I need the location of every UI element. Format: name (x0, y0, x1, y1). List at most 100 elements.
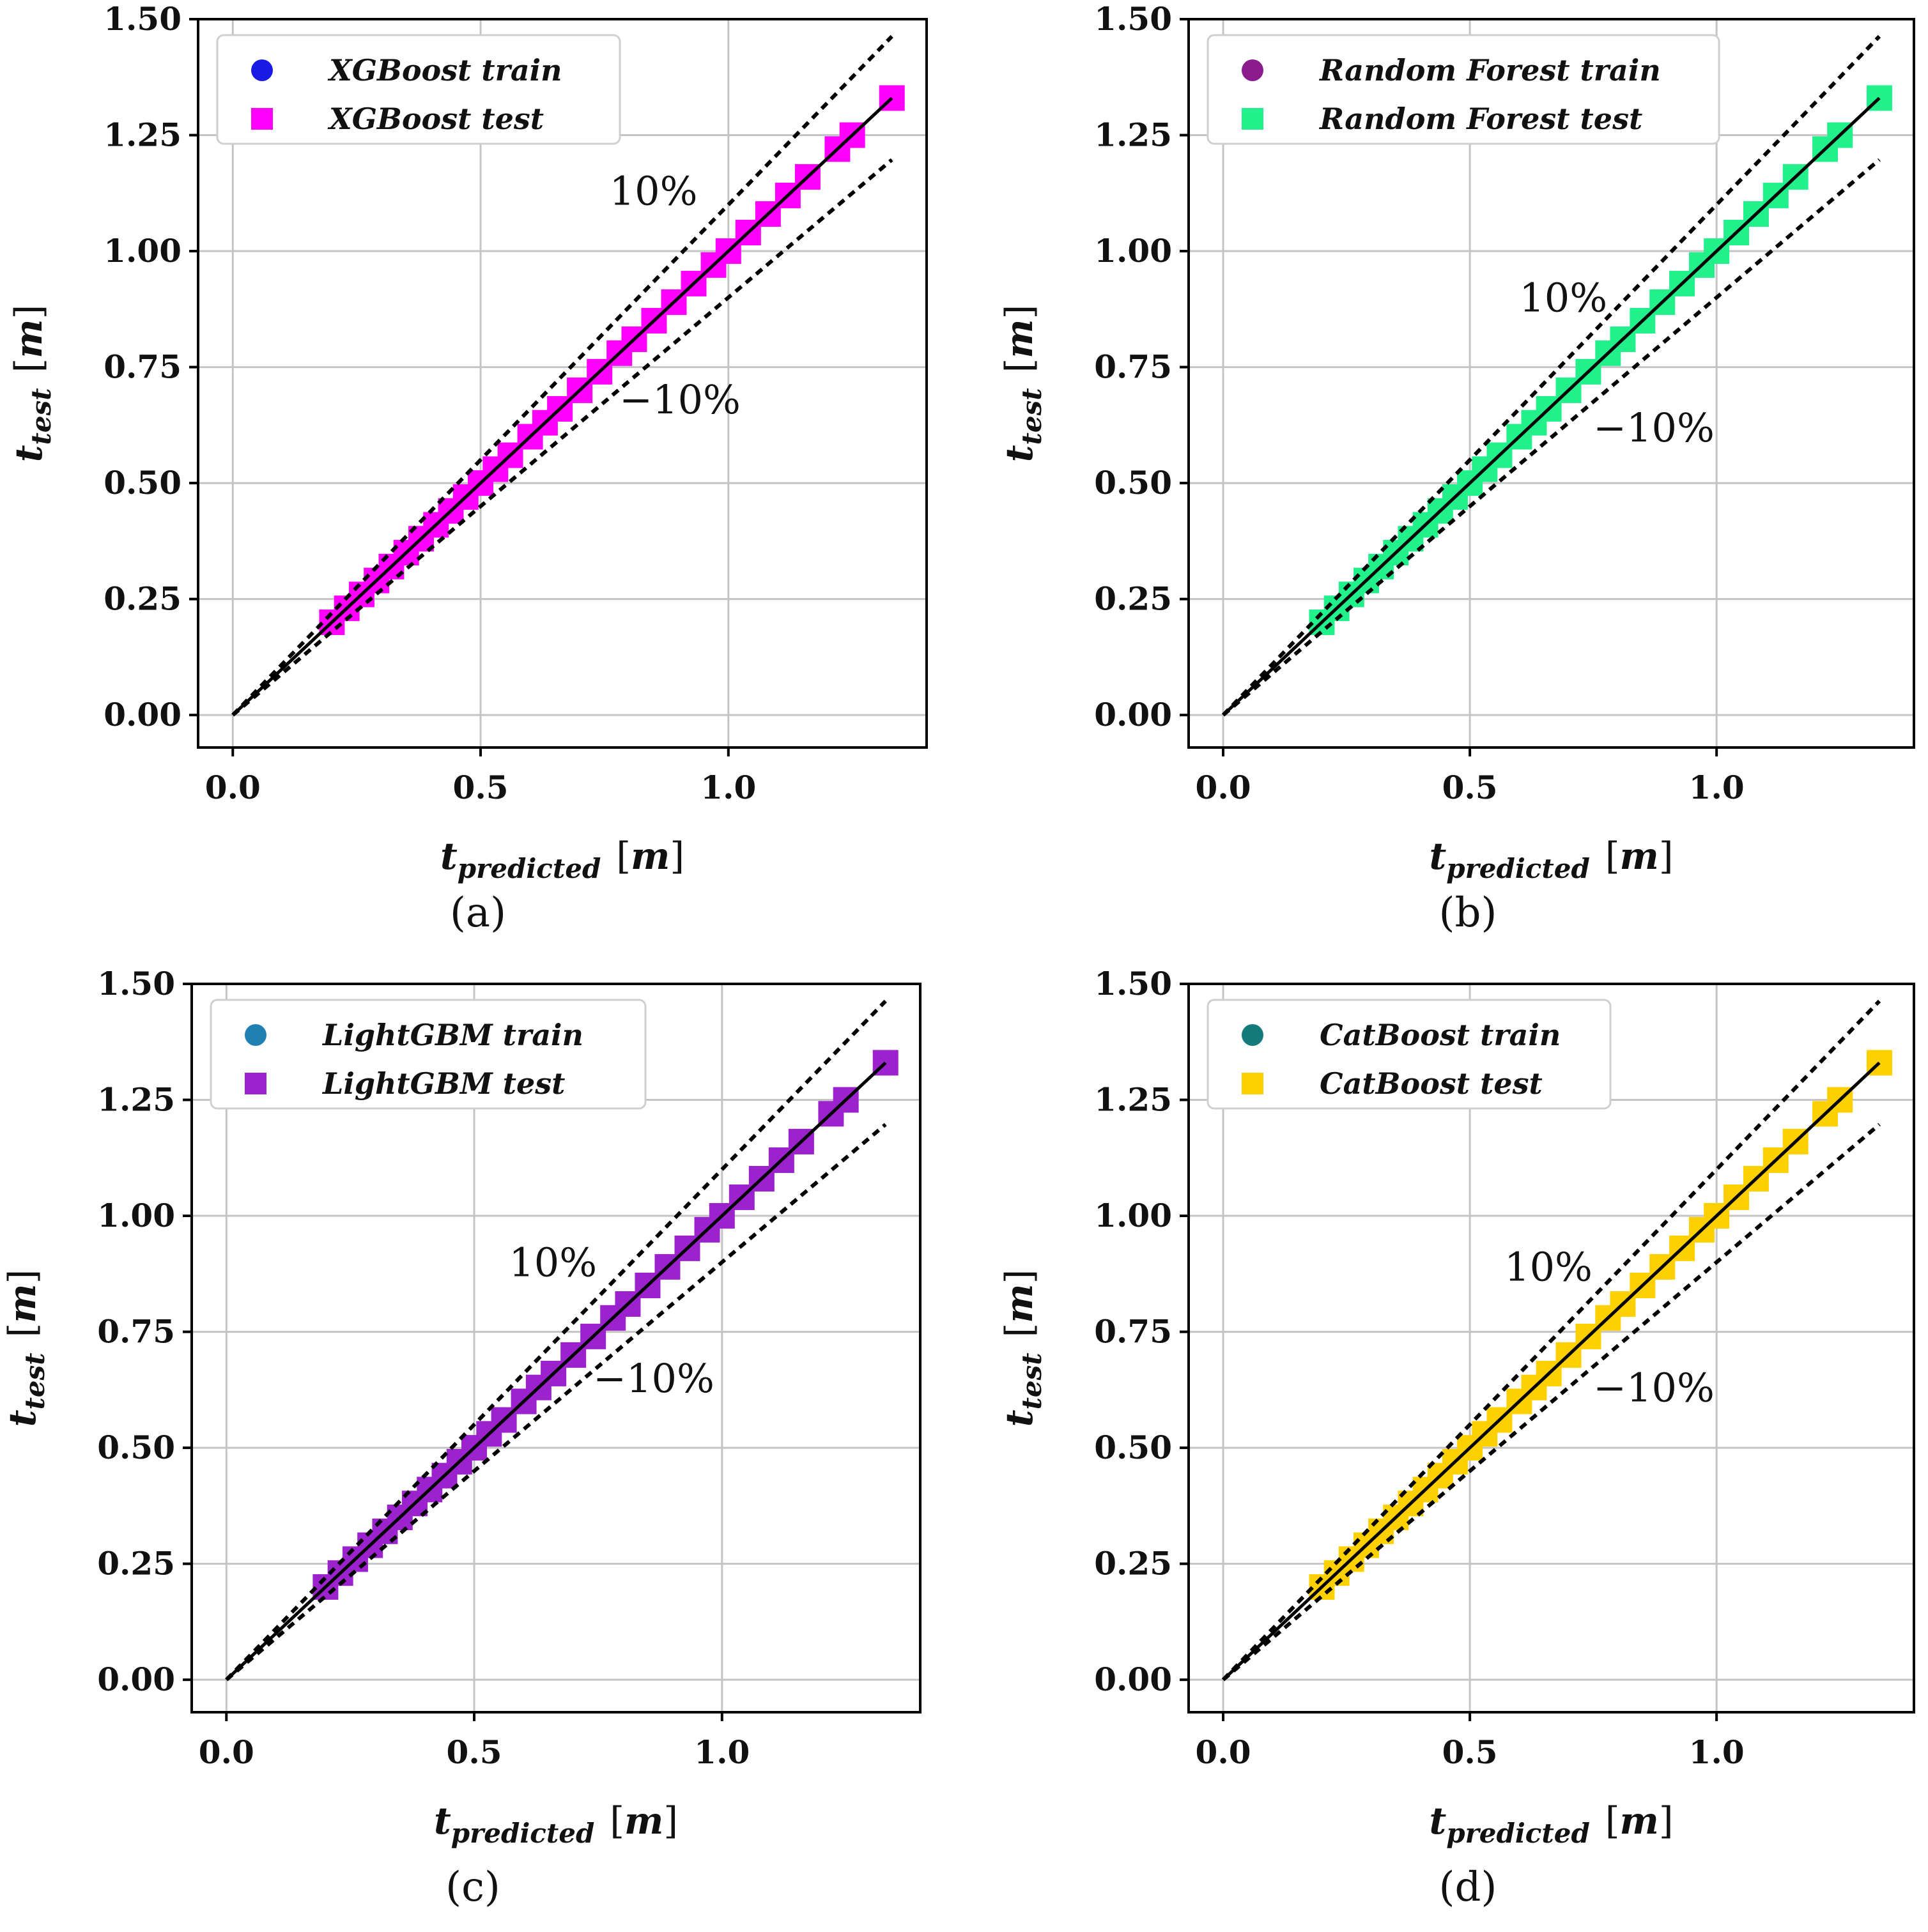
legend-marker-circle (251, 59, 273, 81)
y-tick-label: 0.75 (1094, 348, 1172, 386)
legend-label: Random Forest test (1318, 102, 1642, 136)
legend-label: CatBoost train (1320, 1018, 1561, 1052)
legend-marker-square (1242, 1073, 1263, 1094)
identity-line (225, 1061, 887, 1681)
x-tick-label: 1.0 (1689, 769, 1745, 806)
y-tick-label: 0.50 (1094, 464, 1172, 502)
x-tick-label: 0.0 (199, 1733, 254, 1771)
axes-frame (1187, 983, 1915, 1713)
legend: LightGBM train LightGBM test (210, 999, 647, 1110)
y-tick-label: 1.00 (1094, 232, 1172, 270)
plot-area (231, 34, 905, 717)
y-tick-label: 1.25 (97, 1081, 175, 1119)
annotation-minus-10: −10% (593, 1355, 714, 1402)
minus-10-percent-line (225, 1123, 887, 1682)
annotation-plus-10: 10% (1519, 274, 1607, 321)
legend-marker-square (251, 108, 273, 130)
minus-10-percent-line (1222, 158, 1881, 717)
annotation-minus-10: −10% (619, 376, 741, 423)
x-tick-label: 0.0 (1196, 1733, 1251, 1771)
x-axis-label: tpredicted [m] (1429, 834, 1673, 884)
plot-area (1221, 34, 1892, 717)
legend-marker-circle (1242, 1024, 1263, 1046)
y-tick-label: 0.75 (97, 1313, 175, 1351)
x-tick-label: 0.5 (1442, 769, 1498, 806)
y-tick-label: 1.00 (97, 1197, 175, 1234)
x-tick-label: 0.5 (453, 769, 509, 806)
x-tick-label: 1.0 (700, 769, 756, 806)
minus-10-percent-line (1222, 1123, 1881, 1682)
legend-marker-square (245, 1073, 266, 1094)
legend-label: CatBoost test (1320, 1066, 1543, 1101)
plus-10-percent-line (231, 34, 893, 717)
identity-line (1222, 1061, 1881, 1681)
x-tick-label: 0.5 (447, 1733, 502, 1771)
legend-box (1207, 999, 1612, 1110)
y-tick-label: 0.75 (104, 348, 181, 386)
y-tick-label: 1.50 (104, 0, 181, 38)
plus-10-percent-line (225, 999, 887, 1682)
legend-marker-circle (1242, 59, 1263, 81)
annotation-plus-10: 10% (509, 1239, 597, 1285)
axes-frame (197, 18, 928, 749)
annotation-minus-10: −10% (1593, 1365, 1715, 1411)
minus-10-percent-line (231, 158, 893, 717)
y-tick-label: 0.00 (1094, 696, 1172, 733)
y-tick-label: 1.00 (104, 232, 181, 270)
y-axis-label: ttest[m] (998, 1269, 1047, 1427)
plot-area (225, 999, 898, 1682)
legend-box (210, 999, 647, 1110)
x-tick-label: 1.0 (694, 1733, 750, 1771)
x-tick-label: 1.0 (1689, 1733, 1745, 1771)
legend-marker-square (1242, 108, 1263, 130)
plus-10-percent-line (1221, 34, 1881, 717)
panel-caption: (d) (1439, 1864, 1497, 1911)
y-tick-label: 1.50 (1094, 0, 1172, 38)
y-tick-label: 0.00 (97, 1660, 175, 1698)
legend-label: LightGBM test (321, 1066, 565, 1101)
plot-area (1221, 999, 1892, 1682)
y-tick-label: 1.50 (97, 965, 175, 1002)
y-tick-label: 0.00 (1094, 1660, 1172, 1698)
panel-caption: (a) (450, 889, 506, 937)
legend-marker-circle (245, 1024, 266, 1046)
x-tick-label: 0.0 (1196, 769, 1251, 806)
panel-c: 10% −10% 0.0 0.5 1.0 0.00 0.25 0.50 0.75 1.00 1.25… (1, 965, 922, 1911)
x-tick-label: 0.0 (205, 769, 261, 806)
y-tick-label: 0.50 (1094, 1429, 1172, 1466)
annotation-minus-10: −10% (1593, 404, 1715, 451)
y-tick-label: 0.25 (1094, 1545, 1172, 1583)
x-axis-label: tpredicted [m] (440, 834, 684, 884)
y-tick-label: 1.25 (1094, 1081, 1172, 1119)
legend-label: XGBoost test (327, 102, 544, 136)
y-axis-label: ttest[m] (998, 305, 1047, 463)
y-axis-label: ttest[m] (7, 305, 57, 463)
y-tick-label: 1.25 (104, 116, 181, 154)
panel-b: 10% −10% 0.0 0.5 1.0 0.00 0.25 0.50 0.75 1.00 1.25… (998, 0, 1915, 937)
panel-d: 10% −10% 0.0 0.5 1.0 0.00 0.25 0.50 0.75 1.00 1.25… (998, 965, 1915, 1911)
plus-10-percent-line (1221, 999, 1881, 1682)
y-tick-label: 0.75 (1094, 1313, 1172, 1351)
panel-caption: (c) (445, 1864, 500, 1911)
legend-box (1207, 34, 1720, 145)
annotation-plus-10: 10% (610, 167, 698, 214)
legend-label: XGBoost train (327, 53, 562, 88)
x-tick-label: 0.5 (1442, 1733, 1498, 1771)
y-tick-label: 0.25 (97, 1545, 175, 1583)
axes-frame (1187, 18, 1915, 749)
legend: XGBoost train XGBoost test (216, 34, 621, 145)
y-tick-label: 0.50 (104, 464, 181, 502)
y-tick-label: 0.25 (104, 580, 181, 618)
y-axis-label: ttest[m] (1, 1269, 50, 1427)
legend-box (216, 34, 621, 145)
x-axis-label: tpredicted [m] (434, 1799, 678, 1849)
legend-label: LightGBM train (321, 1018, 583, 1052)
y-tick-label: 0.50 (97, 1429, 175, 1466)
identity-line (1222, 96, 1881, 716)
y-tick-label: 0.25 (1094, 580, 1172, 618)
y-tick-label: 1.00 (1094, 1197, 1172, 1234)
identity-line (231, 96, 893, 716)
y-tick-label: 1.25 (1094, 116, 1172, 154)
axes-frame (190, 983, 922, 1713)
